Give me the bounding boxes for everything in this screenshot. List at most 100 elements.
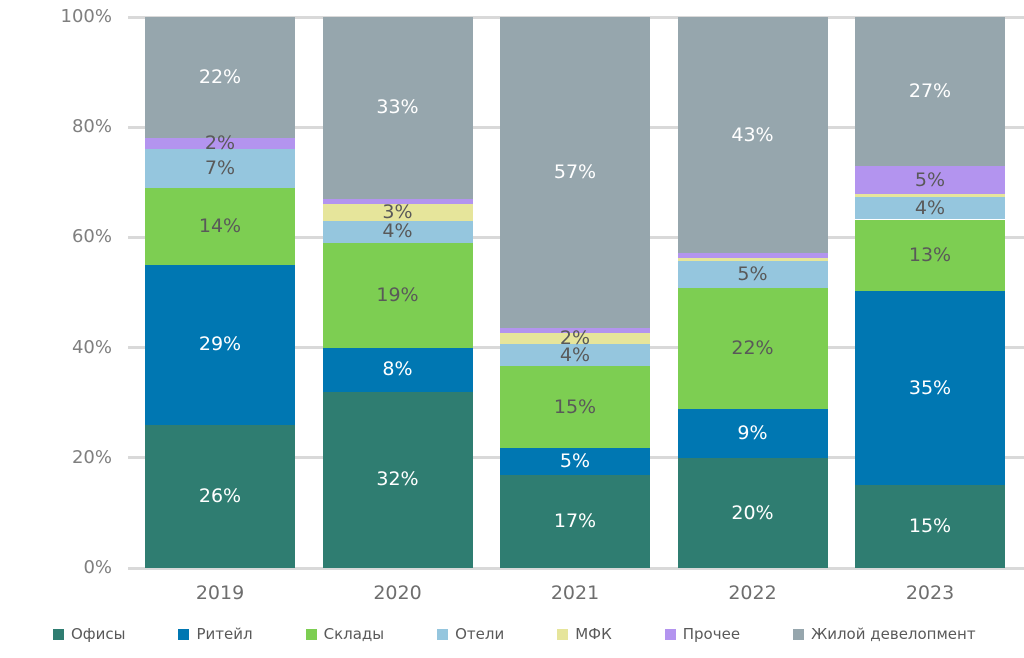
legend-label: Склады — [323, 625, 385, 643]
y-axis-tick-label: 0% — [83, 557, 112, 578]
segment-Жилой девелопмент-2021: 57% — [500, 17, 650, 328]
legend-item-Прочее: Прочее — [664, 625, 741, 643]
legend-item-МФК: МФК — [557, 627, 612, 642]
y-axis-tick-label: 40% — [71, 336, 112, 358]
segment-Прочее-2021 — [500, 327, 650, 334]
segment-value-label: 15% — [908, 515, 952, 538]
segment-Жилой девелопмент-2020: 33% — [322, 17, 473, 199]
segment-value-label: 26% — [198, 484, 242, 507]
segment-value-label: 14% — [198, 214, 242, 237]
segment-Ритейл-2022: 9% — [677, 408, 828, 459]
bar-2019: 26% 29% 14% 7% 2% 22% — [145, 17, 295, 568]
segment-Жилой девелопмент-2023: 27% — [855, 17, 1005, 167]
segment-value-label: 22% — [198, 66, 242, 89]
segment-Отели-2022: 5% — [677, 260, 828, 289]
legend-swatch-icon — [557, 629, 569, 640]
legend-swatch-icon — [664, 629, 676, 640]
segment-Прочее-2020 — [322, 198, 473, 205]
segment-Офисы-2023: 15% — [855, 485, 1005, 568]
segment-Склады-2022: 22% — [677, 288, 828, 409]
segment-value-label: 20% — [731, 501, 774, 524]
x-axis-tick-label: 2022 — [728, 582, 777, 604]
segment-value-label: 33% — [376, 96, 419, 119]
segment-Ритейл-2023: 35% — [855, 291, 1005, 486]
bar-2022: 20% 9% 22% 5% 43% — [677, 17, 828, 568]
segment-value-label: 5% — [737, 262, 768, 285]
segment-value-label: 35% — [908, 376, 952, 399]
segment-Ритейл-2019: 29% — [145, 264, 295, 425]
legend-label: Жилой девелопмент — [811, 625, 976, 643]
segment-МФК-2023 — [855, 194, 1005, 198]
legend-swatch-icon — [793, 629, 805, 640]
segment-value-label: 2% — [559, 327, 591, 350]
segment-value-label: 9% — [737, 422, 768, 445]
segment-Офисы-2020: 32% — [322, 391, 473, 568]
segment-Отели-2020: 4% — [322, 220, 473, 243]
legend-label: МФК — [575, 625, 612, 643]
legend-swatch-icon — [305, 629, 317, 640]
segment-value-label: 8% — [382, 358, 413, 381]
legend-item-Отели: Отели — [437, 627, 504, 642]
legend-swatch-icon — [53, 629, 64, 640]
segment-Склады-2021: 15% — [500, 366, 650, 448]
segment-Жилой девелопмент-2019: 22% — [145, 17, 295, 139]
segment-Отели-2021: 4% — [500, 343, 650, 367]
segment-Отели-2023: 4% — [855, 196, 1005, 220]
y-axis-tick-label: 20% — [71, 446, 112, 468]
segment-value-label: 29% — [198, 333, 242, 356]
legend-label: Прочее — [682, 625, 741, 643]
segment-value-label: 22% — [731, 336, 774, 359]
segment-МФК-2020: 3% — [322, 201, 473, 224]
segment-value-label: 3% — [382, 201, 413, 224]
legend-swatch-icon — [437, 629, 449, 640]
legend-item-Склады: Склады — [305, 625, 385, 643]
legend-item-Жилой девелопмент: Жилой девелопмент — [793, 627, 976, 642]
segment-value-label: 27% — [908, 80, 952, 103]
gridline — [128, 15, 1024, 19]
segment-Жилой девелопмент-2022: 43% — [677, 17, 828, 253]
segment-МФК-2022 — [677, 258, 828, 261]
segment-value-label: 19% — [376, 283, 419, 306]
legend-swatch-icon — [178, 629, 190, 640]
segment-value-label: 32% — [376, 468, 419, 491]
segment-Офисы-2022: 20% — [677, 458, 828, 568]
bar-2023: 15% 35% 13% 4% 5% 27% — [855, 17, 1005, 568]
segment-value-label: 5% — [559, 450, 591, 473]
segment-value-label: 13% — [908, 243, 952, 266]
segment-value-label: 2% — [204, 132, 236, 155]
segment-Склады-2019: 14% — [145, 187, 295, 265]
segment-Офисы-2019: 26% — [145, 424, 295, 568]
segment-МФК-2021: 2% — [500, 329, 650, 348]
segment-value-label: 57% — [553, 160, 597, 183]
segment-Прочее-2023: 5% — [855, 166, 1005, 195]
segment-Ритейл-2020: 8% — [322, 347, 473, 392]
x-axis-tick-label: 2023 — [905, 582, 955, 604]
y-axis-tick-label: 80% — [71, 116, 112, 138]
segment-Офисы-2021: 17% — [500, 475, 650, 568]
segment-value-label: 4% — [914, 196, 946, 219]
legend-label: Офисы — [71, 625, 126, 643]
legend-label: Отели — [455, 625, 505, 643]
segment-value-label: 7% — [204, 157, 236, 180]
bar-2020: 32% 8% 19% 4% 3% 33% — [322, 17, 473, 568]
x-axis-tick-label: 2020 — [373, 582, 422, 604]
segment-Отели-2019: 7% — [145, 149, 295, 188]
legend-item-Офисы: Офисы — [53, 627, 125, 642]
segment-Ритейл-2021: 5% — [500, 448, 650, 476]
segment-value-label: 15% — [553, 395, 597, 418]
segment-value-label: 43% — [731, 123, 774, 146]
legend-label: Ритейл — [196, 625, 253, 643]
segment-Склады-2023: 13% — [855, 219, 1005, 292]
segment-value-label: 5% — [914, 168, 946, 191]
x-axis-tick-label: 2021 — [550, 582, 600, 604]
y-axis-tick-label: 60% — [71, 226, 112, 248]
segment-Склады-2020: 19% — [322, 242, 473, 348]
segment-value-label: 4% — [382, 220, 413, 243]
bar-2021: 17% 5% 15% 4% 2% 57% — [500, 17, 650, 568]
y-axis-tick-label: 100% — [60, 6, 112, 27]
x-axis-tick-label: 2019 — [195, 582, 245, 604]
segment-value-label: 4% — [559, 343, 591, 366]
segment-value-label: 17% — [553, 510, 597, 533]
segment-Прочее-2022 — [677, 253, 828, 259]
